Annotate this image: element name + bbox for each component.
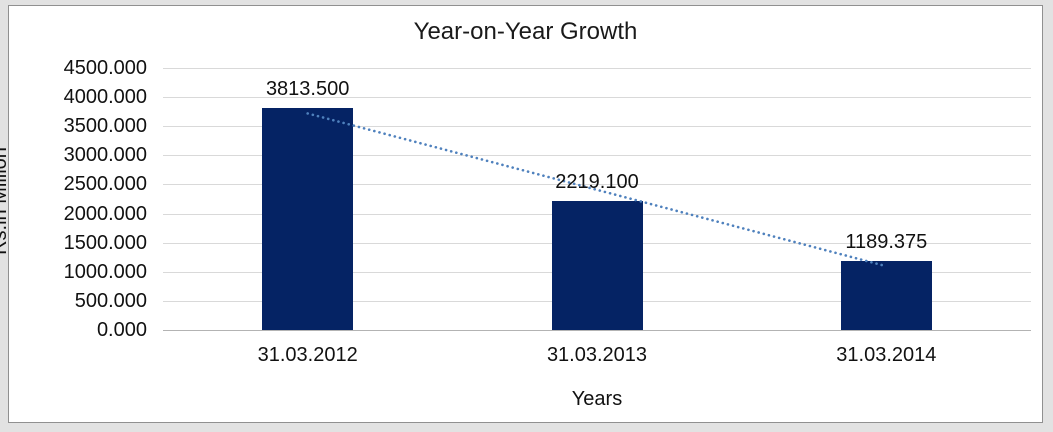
bar-data-label: 1189.375	[845, 231, 928, 253]
x-category-label: 31.03.2014	[836, 344, 937, 366]
x-axis-title: Years	[571, 388, 623, 410]
plot-area	[163, 68, 1031, 331]
y-tick-label: 3500.000	[63, 115, 147, 137]
y-tick-label: 4500.000	[63, 57, 147, 79]
x-category-label: 31.03.2013	[546, 344, 648, 366]
x-axis-line	[163, 330, 1031, 331]
y-tick-label: 0.000	[96, 319, 147, 341]
bar-31.03.2013	[552, 201, 643, 330]
y-tick-label: 2000.000	[63, 203, 147, 225]
chart-title: Year-on-Year Growth	[413, 18, 638, 45]
x-category-label: 31.03.2012	[257, 344, 358, 366]
bar-data-label: 2219.100	[555, 171, 639, 193]
y-tick-label: 1000.000	[63, 261, 147, 283]
gridline	[163, 97, 1031, 98]
y-tick-label: 4000.000	[63, 86, 147, 108]
y-tick-label: 1500.000	[63, 232, 147, 254]
gridline	[163, 68, 1031, 69]
y-tick-label: 2500.000	[63, 173, 147, 195]
y-tick-label: 3000.000	[63, 144, 147, 166]
bar-31.03.2014	[841, 261, 932, 330]
chart-frame: Year-on-Year Growth Rs.in Million 4500.0…	[0, 5, 1043, 423]
bar-31.03.2012	[262, 108, 353, 330]
y-tick-label: 500.000	[74, 290, 147, 312]
bar-data-label: 3813.500	[265, 78, 350, 100]
